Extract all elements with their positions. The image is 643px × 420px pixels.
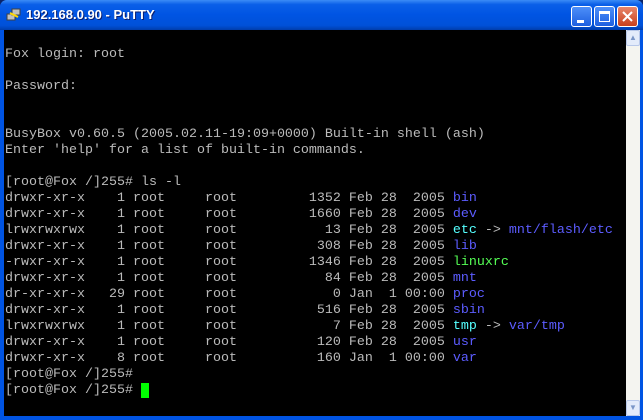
close-icon bbox=[622, 11, 633, 22]
terminal-line: -rwxr-xr-x 1 root root 1346 Feb 28 2005 … bbox=[5, 255, 509, 271]
minimize-button[interactable] bbox=[571, 6, 592, 27]
terminal-line: drwxr-xr-x 1 root root 308 Feb 28 2005 l… bbox=[5, 239, 477, 255]
terminal-text: [root@Fox /]255# bbox=[5, 383, 141, 398]
title-bar[interactable]: 192.168.0.90 - PuTTY bbox=[0, 0, 643, 30]
terminal-text: -> bbox=[476, 319, 509, 334]
file-name-dir: var bbox=[452, 351, 477, 366]
terminal-line: [root@Fox /]255# ls -l bbox=[5, 175, 181, 191]
file-name-dir: proc bbox=[452, 287, 485, 302]
terminal-text: drwxr-xr-x 1 root root 1352 Feb 28 2005 bbox=[5, 191, 453, 206]
terminal-text: lrwxrwxrwx 1 root root 7 Feb 28 2005 bbox=[5, 319, 453, 334]
terminal-line: BusyBox v0.60.5 (2005.02.11-19:09+0000) … bbox=[5, 127, 485, 143]
terminal-line: drwxr-xr-x 1 root root 516 Feb 28 2005 s… bbox=[5, 303, 485, 319]
scroll-down-button[interactable]: ▼ bbox=[626, 400, 640, 416]
terminal-line: lrwxrwxrwx 1 root root 13 Feb 28 2005 et… bbox=[5, 223, 613, 239]
text-cursor bbox=[140, 383, 149, 398]
file-name-dir: dev bbox=[452, 207, 477, 222]
terminal-text: drwxr-xr-x 1 root root 84 Feb 28 2005 bbox=[5, 271, 453, 286]
terminal-text: [root@Fox /]255# bbox=[5, 367, 133, 382]
terminal-text: drwxr-xr-x 8 root root 160 Jan 1 00:00 bbox=[5, 351, 453, 366]
terminal-line: Password: bbox=[5, 79, 77, 95]
file-name-dir: var/tmp bbox=[508, 319, 565, 334]
terminal-line: drwxr-xr-x 1 root root 1352 Feb 28 2005 … bbox=[5, 191, 477, 207]
file-name-dir: mnt/flash/etc bbox=[508, 223, 613, 238]
terminal-line: Enter 'help' for a list of built-in comm… bbox=[5, 143, 365, 159]
terminal-text: lrwxrwxrwx 1 root root 13 Feb 28 2005 bbox=[5, 223, 453, 238]
terminal-line: drwxr-xr-x 1 root root 1660 Feb 28 2005 … bbox=[5, 207, 477, 223]
terminal-line: Fox login: root bbox=[5, 47, 125, 63]
terminal-output[interactable]: Fox login: root Password: BusyBox v0.60.5 … bbox=[4, 30, 626, 416]
terminal-text: [root@Fox /]255# ls -l bbox=[5, 175, 181, 190]
terminal-line: [root@Fox /]255# bbox=[5, 383, 149, 399]
chevron-up-icon: ▲ bbox=[629, 33, 637, 42]
terminal-text: -rwxr-xr-x 1 root root 1346 Feb 28 2005 bbox=[5, 255, 453, 270]
terminal-text: drwxr-xr-x 1 root root 516 Feb 28 2005 bbox=[5, 303, 453, 318]
terminal-text: dr-xr-xr-x 29 root root 0 Jan 1 00:00 bbox=[5, 287, 453, 302]
terminal-line: [root@Fox /]255# bbox=[5, 367, 133, 383]
terminal-text: -> bbox=[476, 223, 509, 238]
terminal-line: lrwxrwxrwx 1 root root 7 Feb 28 2005 tmp… bbox=[5, 319, 565, 335]
scroll-up-button[interactable]: ▲ bbox=[626, 30, 640, 46]
terminal-text: drwxr-xr-x 1 root root 120 Feb 28 2005 bbox=[5, 335, 453, 350]
file-name-dir: lib bbox=[452, 239, 477, 254]
terminal-line: dr-xr-xr-x 29 root root 0 Jan 1 00:00 pr… bbox=[5, 287, 485, 303]
terminal-line: drwxr-xr-x 1 root root 84 Feb 28 2005 mn… bbox=[5, 271, 477, 287]
putty-icon[interactable] bbox=[6, 7, 22, 23]
terminal-text: drwxr-xr-x 1 root root 1660 Feb 28 2005 bbox=[5, 207, 453, 222]
window-title: 192.168.0.90 - PuTTY bbox=[26, 7, 155, 22]
maximize-icon bbox=[599, 11, 610, 22]
terminal-line: drwxr-xr-x 1 root root 120 Feb 28 2005 u… bbox=[5, 335, 477, 351]
terminal-text: Fox login: root bbox=[5, 47, 125, 62]
terminal-text: BusyBox v0.60.5 (2005.02.11-19:09+0000) … bbox=[5, 127, 485, 142]
file-name-exec: linuxrc bbox=[452, 255, 509, 270]
close-button[interactable] bbox=[617, 6, 638, 27]
terminal-line: drwxr-xr-x 8 root root 160 Jan 1 00:00 v… bbox=[5, 351, 477, 367]
maximize-button[interactable] bbox=[594, 6, 615, 27]
terminal-text: Enter 'help' for a list of built-in comm… bbox=[5, 143, 365, 158]
file-name-dir: sbin bbox=[452, 303, 485, 318]
vertical-scrollbar[interactable]: ▲ ▼ bbox=[626, 30, 640, 416]
file-name-dir: mnt bbox=[452, 271, 477, 286]
terminal-text: drwxr-xr-x 1 root root 308 Feb 28 2005 bbox=[5, 239, 453, 254]
file-name-link: tmp bbox=[452, 319, 477, 334]
chevron-down-icon: ▼ bbox=[629, 403, 637, 412]
file-name-dir: usr bbox=[452, 335, 477, 350]
terminal-text: Password: bbox=[5, 79, 77, 94]
file-name-link: etc bbox=[452, 223, 477, 238]
file-name-dir: bin bbox=[452, 191, 477, 206]
minimize-icon bbox=[577, 20, 584, 23]
